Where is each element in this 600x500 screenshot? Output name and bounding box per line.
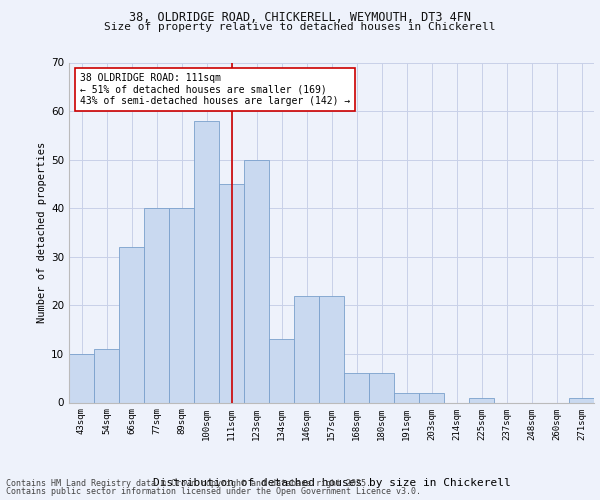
Y-axis label: Number of detached properties: Number of detached properties [37,142,47,323]
Bar [419,393,444,402]
Bar [319,296,344,403]
Bar [569,398,594,402]
Text: 38, OLDRIDGE ROAD, CHICKERELL, WEYMOUTH, DT3 4FN: 38, OLDRIDGE ROAD, CHICKERELL, WEYMOUTH,… [129,11,471,24]
Bar [119,247,144,402]
Bar [169,208,194,402]
Text: Size of property relative to detached houses in Chickerell: Size of property relative to detached ho… [104,22,496,32]
Bar [194,121,219,402]
Bar [69,354,94,403]
Bar [219,184,244,402]
Bar [244,160,269,402]
Bar [469,398,494,402]
Bar [294,296,319,403]
Bar [269,340,294,402]
Bar [144,208,169,402]
Bar [344,374,369,402]
Text: 38 OLDRIDGE ROAD: 111sqm
← 51% of detached houses are smaller (169)
43% of semi-: 38 OLDRIDGE ROAD: 111sqm ← 51% of detach… [79,72,350,106]
Bar [394,393,419,402]
Text: Contains HM Land Registry data © Crown copyright and database right 2025.: Contains HM Land Registry data © Crown c… [6,478,371,488]
Bar [94,349,119,403]
X-axis label: Distribution of detached houses by size in Chickerell: Distribution of detached houses by size … [152,478,511,488]
Text: Contains public sector information licensed under the Open Government Licence v3: Contains public sector information licen… [6,487,421,496]
Bar [369,374,394,402]
